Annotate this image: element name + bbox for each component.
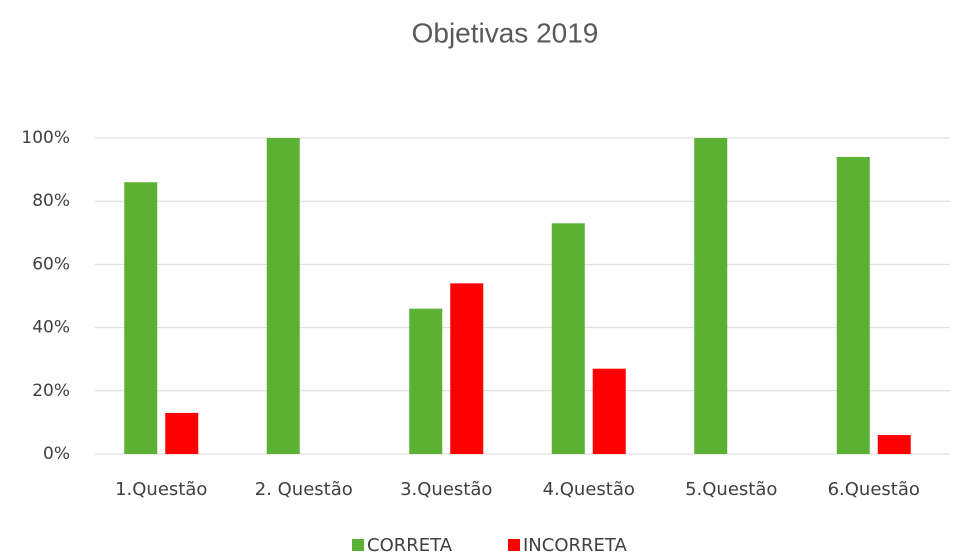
y-tick-label: 100% <box>21 128 70 148</box>
bar <box>409 308 443 454</box>
x-tick-label: 6.Questão <box>828 479 920 500</box>
bar <box>266 138 300 454</box>
x-tick-label: 5.Questão <box>685 479 777 500</box>
legend-label: INCORRETA <box>523 535 627 556</box>
y-tick-label: 80% <box>32 191 70 211</box>
bar <box>592 368 626 454</box>
legend-label: CORRETA <box>367 535 453 556</box>
x-tick-label: 1.Questão <box>115 479 207 500</box>
bar <box>694 138 728 454</box>
bar <box>551 223 585 454</box>
y-tick-label: 40% <box>32 318 70 338</box>
chart-title: Objetivas 2019 <box>412 17 599 48</box>
legend-swatch <box>352 539 364 551</box>
x-tick-label: 3.Questão <box>400 479 492 500</box>
bar <box>450 283 484 454</box>
y-tick-label: 20% <box>32 381 70 401</box>
y-tick-label: 60% <box>32 254 70 274</box>
y-tick-label: 0% <box>43 444 70 464</box>
bar <box>836 156 870 454</box>
legend-swatch <box>508 539 520 551</box>
bar <box>124 182 158 455</box>
x-tick-label: 2. Questão <box>255 479 353 500</box>
bar <box>877 435 911 454</box>
bar <box>165 412 199 454</box>
x-tick-label: 4.Questão <box>543 479 635 500</box>
